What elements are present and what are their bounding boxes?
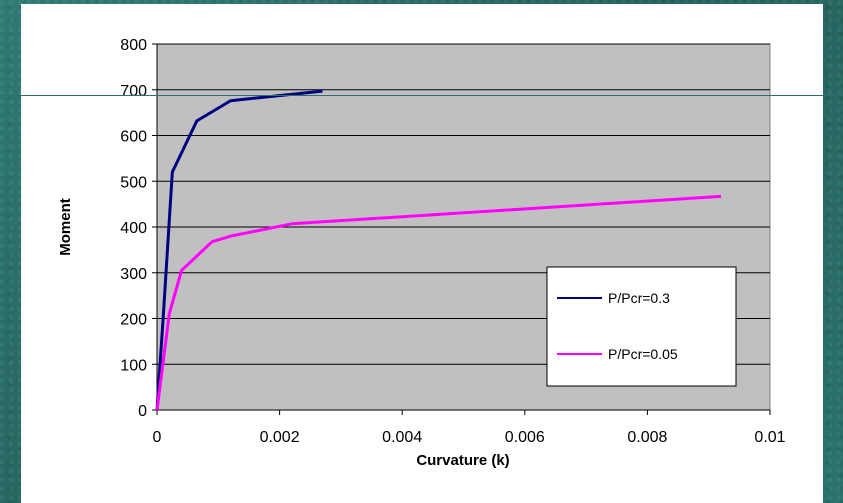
series-line-2 [155, 194, 722, 411]
slide-title-rule [0, 95, 843, 96]
x-tick-labels: 0 0.002 0.004 0.006 0.008 0.01 [153, 429, 786, 446]
y-tick-label-5: 500 [120, 174, 147, 191]
x-tick-label-5: 0.01 [754, 429, 785, 446]
y-tick-label-8: 800 [120, 37, 147, 54]
y-tick-label-1: 100 [120, 357, 147, 374]
axes [152, 43, 771, 415]
x-tick-label-4: 0.008 [627, 429, 667, 446]
x-tick-label-0: 0 [153, 429, 162, 446]
series-line-1 [155, 89, 323, 411]
legend-label-series-1: P/Pcr=0.3 [608, 290, 670, 306]
x-tick-label-3: 0.006 [505, 429, 545, 446]
y-tick-label-4: 400 [120, 220, 147, 237]
legend-box [546, 266, 737, 387]
y-tick-labels: 0 100 200 300 400 500 600 700 800 [120, 37, 147, 420]
legend-label-series-2: P/Pcr=0.05 [608, 346, 678, 362]
y-tick-label-6: 600 [120, 129, 147, 146]
legend: P/Pcr=0.3 P/Pcr=0.05 [546, 266, 737, 387]
y-tick-label-7: 700 [120, 83, 147, 100]
x-tick-label-1: 0.002 [260, 429, 300, 446]
series-layer [155, 89, 722, 411]
x-axis-title: Curvature (k) [416, 452, 509, 469]
y-axis-title: Moment [57, 198, 74, 256]
x-tick-label-2: 0.004 [382, 429, 422, 446]
y-tick-label-0: 0 [138, 403, 147, 420]
y-tick-label-3: 300 [120, 266, 147, 283]
y-tick-label-2: 200 [120, 312, 147, 329]
